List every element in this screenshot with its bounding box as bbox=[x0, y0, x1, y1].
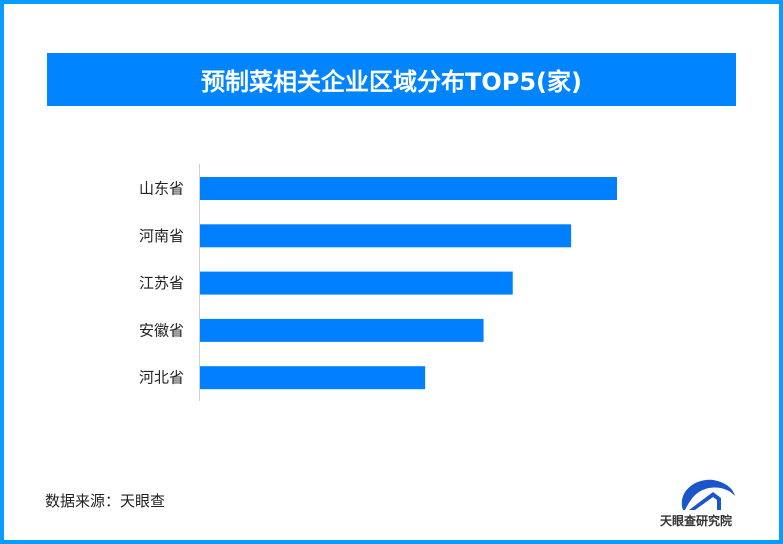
bar-4 bbox=[200, 366, 426, 390]
category-label: 河北省 bbox=[139, 369, 184, 387]
category-label: 河南省 bbox=[139, 227, 184, 245]
data-source: 数据来源：天眼查 bbox=[45, 492, 166, 510]
category-label: 江苏省 bbox=[139, 274, 184, 292]
bar-0 bbox=[200, 177, 617, 200]
tianyancha-logo-icon bbox=[681, 479, 735, 510]
chart-title-bar: 预制菜相关企业区域分布TOP5(家) bbox=[47, 53, 736, 106]
category-label: 山东省 bbox=[139, 180, 184, 198]
logo-text: 天眼查研究院 bbox=[660, 514, 733, 528]
bar-1 bbox=[200, 224, 572, 248]
bar-2 bbox=[200, 271, 513, 295]
category-label: 安徽省 bbox=[139, 321, 184, 339]
chart-title: 预制菜相关企业区域分布TOP5(家) bbox=[201, 68, 582, 96]
bar-3 bbox=[200, 318, 484, 342]
